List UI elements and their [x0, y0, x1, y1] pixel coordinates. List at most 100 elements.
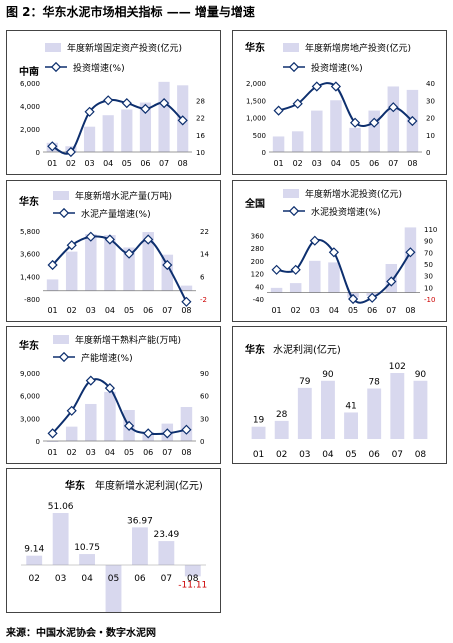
legend-line-marker [58, 351, 70, 363]
data-label: 10.75 [74, 543, 100, 553]
x-tick-label: 04 [103, 159, 113, 168]
y-right-tick: 6 [200, 273, 205, 281]
legend-bar-label: 年度新增水泥产量(万吨) [75, 190, 172, 202]
y-left-tick: 40 [255, 283, 264, 291]
line-point [348, 293, 359, 305]
y-right-tick: 110 [424, 226, 437, 234]
x-tick-label: 08 [181, 448, 191, 457]
y-right-tick: 30 [424, 273, 433, 281]
line-point [407, 115, 418, 127]
data-label: 28 [276, 410, 288, 420]
data-label: 78 [368, 378, 380, 388]
data-label: 23.49 [153, 530, 179, 540]
y-left-tick: 5,800 [20, 228, 40, 236]
bar [328, 262, 340, 293]
region-label: 华东 [245, 343, 265, 356]
bar [142, 232, 154, 291]
data-label: 102 [389, 362, 406, 372]
line-point [162, 428, 173, 439]
y-left-tick: 1,400 [20, 273, 40, 281]
bar [289, 283, 302, 293]
bar [344, 412, 358, 439]
line-point [47, 428, 58, 439]
legend-line-marker [50, 61, 62, 73]
legend-bar-swatch [283, 43, 299, 52]
line-point [367, 292, 378, 303]
bar [309, 260, 321, 293]
line-point [290, 264, 301, 275]
line-point [159, 98, 170, 109]
x-tick-label: 04 [331, 159, 341, 168]
legend-line-label: 投资增速(%) [73, 62, 125, 74]
legend-bar-label: 年度新增干熟料产能(万吨) [75, 334, 181, 346]
y-right-tick: -2 [200, 296, 207, 304]
y-right-tick: 90 [200, 370, 209, 378]
chart-svg: 华东 年度新增水泥产量(万吨) 水泥产量增速(%) -800 1,400 3,600 5,8… [19, 190, 209, 315]
bar [132, 527, 148, 565]
line-point [162, 259, 173, 271]
bar [184, 565, 201, 577]
y-left-tick: 6,000 [20, 393, 40, 401]
y-right-tick: 0 [426, 149, 430, 157]
line-point [350, 117, 361, 128]
bar [65, 251, 78, 291]
y-right-tick: 60 [200, 393, 209, 401]
y-left-tick: 0 [262, 149, 266, 157]
x-tick-label: 04 [105, 448, 115, 457]
y-left-tick: 120 [251, 271, 264, 279]
bar [274, 420, 289, 439]
line-point [66, 240, 77, 251]
x-tick-label: 05 [345, 450, 356, 460]
chart-panel-cement-investment: 全国 年度新增水泥投资(亿元) 水泥投资增速(%) -40 40 120 200 280 360… [232, 180, 447, 322]
chart-svg: 中南 年度新增固定资产投资(亿元) 投资增速(%) 0 2,000 4,000 6,000 1… [19, 42, 205, 168]
line-point [103, 95, 114, 106]
bar [139, 102, 152, 152]
x-tick-label: 05 [348, 306, 358, 315]
bar [180, 285, 193, 291]
legend-line-label: 产能增速(%) [81, 352, 133, 364]
x-tick-label: 02 [67, 306, 77, 315]
bar [368, 110, 380, 152]
region-label: 华东 [245, 41, 265, 54]
x-tick-label: 01 [47, 448, 57, 457]
line-point [104, 234, 115, 245]
x-tick-label: 06 [140, 159, 150, 168]
x-tick-label: 01 [253, 450, 264, 460]
x-tick-label: 08 [178, 159, 188, 168]
line-point [273, 105, 284, 116]
bar [85, 234, 97, 291]
legend-bar-swatch [45, 43, 61, 52]
y-right-tick: 70 [424, 249, 433, 257]
x-tick-label: 03 [86, 306, 96, 315]
chart-svg: 华东 年度新增房地产投资(亿元)投资增速(%)05001,0001,5002,00… [245, 41, 435, 168]
x-tick-label: 04 [105, 306, 115, 315]
line-point [65, 146, 76, 158]
x-tick-label: 07 [162, 448, 172, 457]
y-left-tick: 6,000 [20, 80, 40, 88]
x-tick-label: 07 [161, 574, 172, 584]
x-tick-label: 05 [124, 448, 134, 457]
line-point [121, 98, 132, 109]
legend-line-marker [58, 207, 70, 219]
y-left-tick: -800 [24, 296, 40, 304]
line-point [405, 247, 416, 258]
region-label: 全国 [244, 197, 265, 210]
line-point [47, 259, 58, 271]
region-label: 华东 [19, 195, 39, 208]
bar [158, 81, 170, 152]
x-tick-label: 01 [271, 306, 281, 315]
bar [121, 109, 133, 152]
legend-bar-swatch [53, 191, 69, 200]
line-point [386, 276, 397, 287]
y-left-tick: 1,000 [246, 115, 266, 123]
y-right-tick: 14 [200, 251, 209, 259]
y-right-tick: 10 [196, 149, 205, 157]
bar [321, 380, 335, 439]
x-tick-label: 06 [369, 159, 379, 168]
x-tick-label: 02 [276, 450, 287, 460]
x-tick-label: 04 [329, 306, 339, 315]
y-right-tick: 22 [196, 115, 205, 123]
chart-heading: 年度新增水泥利润(亿元) [95, 479, 203, 492]
region-label: 华东 [65, 479, 85, 492]
line-point [311, 81, 322, 92]
